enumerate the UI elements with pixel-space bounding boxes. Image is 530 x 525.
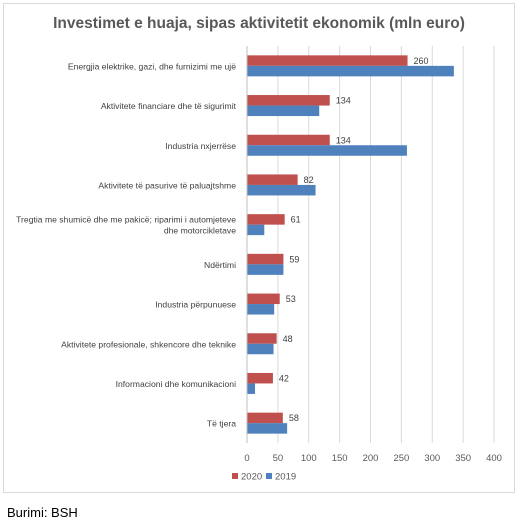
bar-2019 bbox=[247, 184, 316, 196]
bar-2020 bbox=[247, 55, 408, 66]
bar-2019 bbox=[247, 304, 275, 315]
chart-title: Investimet e huaja, sipas aktivitetit ek… bbox=[53, 15, 465, 32]
source-note: Burimi: BSH bbox=[7, 505, 78, 520]
legend-label: 2019 bbox=[275, 472, 296, 483]
category-label: Energjia elektrike, gazi, dhe furnizimi … bbox=[68, 61, 236, 71]
data-label: 42 bbox=[279, 373, 289, 383]
bar-2020 bbox=[247, 134, 330, 146]
bar-2019 bbox=[247, 343, 274, 355]
bar-2019 bbox=[247, 224, 265, 236]
category-label: Aktivitete profesionale, shkencore dhe t… bbox=[61, 339, 236, 349]
data-label: 260 bbox=[414, 56, 429, 66]
x-tick-label: 200 bbox=[363, 453, 379, 464]
bar-2019 bbox=[247, 145, 407, 156]
category-label: Të tjera bbox=[207, 419, 236, 429]
data-label: 82 bbox=[304, 175, 314, 185]
bar-2020 bbox=[247, 293, 280, 305]
category-label: Aktivitete financiare dhe të sigurimit bbox=[101, 101, 237, 111]
bar-2020 bbox=[247, 372, 273, 384]
x-tick-label: 150 bbox=[332, 453, 348, 464]
x-tick-label: 100 bbox=[301, 453, 317, 464]
data-label: 53 bbox=[286, 294, 296, 304]
category-label: Informacioni dhe komunikacioni bbox=[116, 379, 236, 389]
category-label: Ndërtimi bbox=[204, 260, 236, 270]
category-label: Aktivitete të pasurive të paluajtshme bbox=[98, 180, 236, 190]
x-tick-label: 250 bbox=[393, 453, 409, 464]
bar-2020 bbox=[247, 214, 285, 225]
data-label: 59 bbox=[289, 254, 299, 264]
chart-frame: Investimet e huaja, sipas aktivitetit ek… bbox=[3, 3, 515, 493]
bar-2019 bbox=[247, 383, 256, 394]
bar-2019 bbox=[247, 105, 320, 117]
x-tick-label: 0 bbox=[244, 453, 249, 464]
category-label: dhe motorcikletave bbox=[164, 226, 236, 236]
bar-2020 bbox=[247, 95, 330, 106]
category-label: Industria nxjerrëse bbox=[165, 141, 236, 151]
legend-swatch bbox=[266, 473, 272, 479]
x-tick-label: 50 bbox=[273, 453, 284, 464]
bar-2019 bbox=[247, 65, 454, 77]
x-tick-label: 400 bbox=[486, 453, 502, 464]
data-label: 48 bbox=[283, 334, 293, 344]
data-label: 61 bbox=[291, 215, 301, 225]
category-label: Industria përpunuese bbox=[155, 300, 236, 310]
legend-swatch bbox=[232, 473, 238, 479]
data-label: 58 bbox=[289, 413, 299, 423]
x-tick-label: 350 bbox=[455, 453, 471, 464]
legend-label: 2020 bbox=[241, 472, 262, 483]
bar-2019 bbox=[247, 423, 288, 434]
bar-2020 bbox=[247, 253, 284, 265]
bar-2020 bbox=[247, 174, 298, 185]
data-label: 134 bbox=[336, 96, 351, 106]
data-label: 134 bbox=[336, 135, 351, 145]
bar-2019 bbox=[247, 264, 284, 275]
category-label: Tregtia me shumicë dhe me pakicë; ripari… bbox=[16, 215, 236, 225]
x-tick-label: 300 bbox=[424, 453, 440, 464]
bar-2020 bbox=[247, 412, 283, 424]
bar-2020 bbox=[247, 333, 277, 344]
